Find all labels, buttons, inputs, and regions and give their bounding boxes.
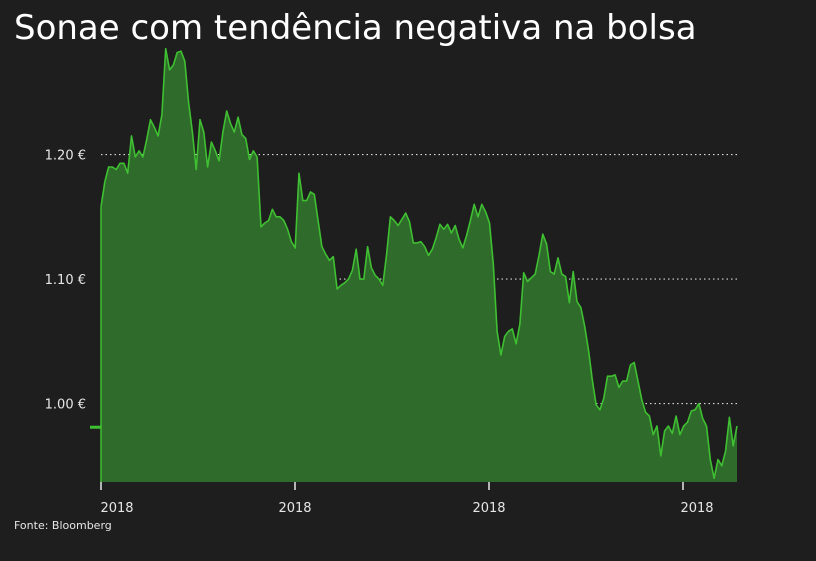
x-tick-label-4: 2018 [680,501,713,516]
chart-title: Sonae com tendência negativa na bolsa [14,8,697,48]
y-tick-labels: 1.00 € 1.10 € 1.20 € [45,149,86,413]
x-tick-label-1: 2018 [100,501,133,516]
x-tick-label-2: 2018 [278,501,311,516]
series-line [100,47,738,480]
y-tick-label-2: 1.10 € [45,273,86,288]
y-tick-label-1: 1.00 € [45,398,86,413]
x-tick-labels: 2018 2018 2018 2018 [100,482,714,516]
x-tick-label-3: 2018 [472,501,505,516]
series-area [101,48,737,482]
y-tick-label-3: 1.20 € [45,149,86,164]
source-note: Fonte: Bloomberg [14,519,112,532]
